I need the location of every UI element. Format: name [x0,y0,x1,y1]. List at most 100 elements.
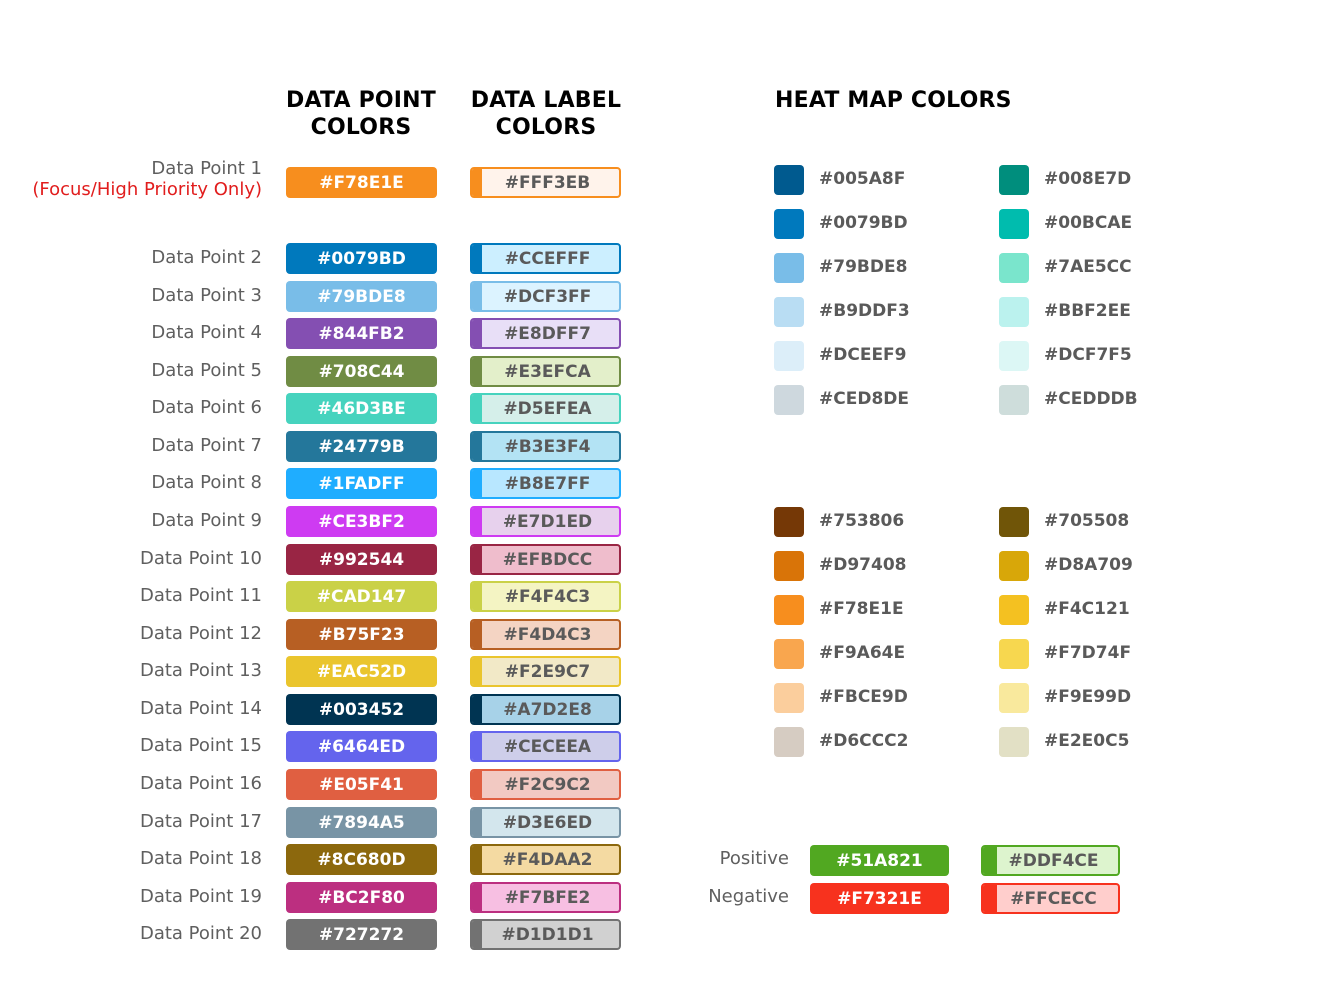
heat-map-color-item: #008E7D [999,165,1199,195]
data-point-label: Data Point 20 [140,923,262,944]
heat-map-swatch [999,297,1029,327]
data-point-name: Data Point 10 [139,548,262,569]
data-label-color-swatch: #B3E3F4 [470,431,621,462]
heat-map-hex: #F78E1E [819,599,904,619]
data-label-color-swatch: #A7D2E8 [470,694,621,725]
data-point-label: Data Point 11 [140,585,262,606]
data-point-hex: #B75F23 [318,624,405,645]
data-point-row: Data Point 17 #7894A5 #D3E6ED [0,807,640,839]
data-point-hex: #727272 [318,924,405,945]
data-point-color-swatch: #CE3BF2 [286,506,437,537]
data-label-color-swatch: #F4F4C3 [470,581,621,612]
data-point-name: Data Point 17 [139,811,262,832]
data-label-hex: #DCF3FF [503,286,592,307]
data-label-color-swatch: #E3EFCA [470,356,621,387]
data-point-name: Data Point 2 [151,247,262,268]
heat-map-hex: #CED8DE [819,389,909,409]
sentiment-label: Positive [719,848,789,869]
data-point-color-swatch: #8C680D [286,844,437,875]
heat-map-color-item: #F7D74F [999,639,1199,669]
data-point-color-swatch: #46D3BE [286,393,437,424]
heat-map-swatch [999,507,1029,537]
data-label-color-swatch: #F4D4C3 [470,619,621,650]
heat-map-colors-heading: HEAT MAP COLORS [775,88,1012,113]
data-point-color-swatch: #0079BD [286,243,437,274]
data-point-hex: #0079BD [317,248,406,269]
sentiment-accent-bar [983,847,997,874]
heat-map-color-item: #00BCAE [999,209,1199,239]
data-label-color-swatch: #B8E7FF [470,468,621,499]
data-point-hex: #CE3BF2 [318,511,405,532]
data-label-hex: #E7D1ED [502,511,593,532]
data-point-name: Data Point 20 [139,923,262,944]
data-label-color-swatch: #D1D1D1 [470,919,621,950]
data-point-name: Data Point 4 [151,322,262,343]
data-point-color-swatch: #B75F23 [286,619,437,650]
data-label-color-swatch: #E8DFF7 [470,318,621,349]
data-point-row: Data Point 16 #E05F41 #F2C9C2 [0,769,640,801]
sentiment-solid-hex: #51A821 [836,850,923,871]
data-label-hex: #A7D2E8 [503,699,592,720]
heat-map-swatch [999,683,1029,713]
data-label-color-swatch: #CCEFFF [470,243,621,274]
data-label-colors-heading: DATA LABEL COLORS [466,87,626,141]
data-point-hex: #8C680D [317,849,406,870]
heat-map-color-item: #D6CCC2 [774,727,974,757]
data-label-accent-bar [472,696,482,723]
data-point-name: Data Point 12 [139,623,262,644]
heat-map-hex: #F9A64E [819,643,906,663]
data-point-colors-heading: DATA POINT COLORS [280,87,442,141]
data-label-hex: #D1D1D1 [501,924,594,945]
data-point-label: Data Point 2 [151,247,262,268]
data-label-hex: #B8E7FF [504,473,591,494]
heat-map-swatch [999,253,1029,283]
heat-map-swatch [774,341,804,371]
heat-map-hex: #753806 [819,511,905,531]
data-point-row: Data Point 5 #708C44 #E3EFCA [0,356,640,388]
data-label-hex: #E3EFCA [504,361,591,382]
data-label-hex: #CCEFFF [504,248,591,269]
data-point-color-swatch: #EAC52D [286,656,437,687]
heading-line: DATA POINT [286,88,436,113]
heat-map-swatch [774,253,804,283]
data-point-row: Data Point 1 (Focus/High Priority Only) #F… [0,158,640,200]
data-label-accent-bar [472,508,482,535]
data-label-hex: #F2E9C7 [504,661,591,682]
heat-map-swatch [999,551,1029,581]
data-point-color-swatch: #1FADFF [286,468,437,499]
data-point-label: Data Point 5 [151,360,262,381]
heat-map-swatch [999,639,1029,669]
data-point-color-swatch: #79BDE8 [286,281,437,312]
data-point-name: Data Point 7 [151,435,262,456]
heat-map-hex: #F4C121 [1044,599,1130,619]
heat-map-hex: #BBF2EE [1044,301,1131,321]
heat-map-color-item: #005A8F [774,165,974,195]
data-point-row: Data Point 19 #BC2F80 #F7BFE2 [0,882,640,914]
data-point-color-swatch: #F78E1E [286,167,437,198]
heat-map-hex: #F7D74F [1044,643,1132,663]
heat-map-hex: #79BDE8 [819,257,908,277]
data-label-accent-bar [472,733,482,760]
data-label-color-swatch: #F2C9C2 [470,769,621,800]
sentiment-light-hex: #FFCECC [1010,888,1097,909]
data-point-hex: #79BDE8 [317,286,406,307]
data-label-color-swatch: #CECEEA [470,731,621,762]
data-point-hex: #6464ED [317,736,406,757]
heat-map-swatch [774,385,804,415]
data-label-color-swatch: #D5EFEA [470,393,621,424]
data-point-name: Data Point 18 [139,848,262,869]
data-label-hex: #F4D4C3 [503,624,592,645]
data-point-label: Data Point 12 [140,623,262,644]
heading-line: COLORS [495,115,597,140]
data-point-row: Data Point 10 #992544 #EFBDCC [0,544,640,576]
heat-map-hex: #FBCE9D [819,687,908,707]
data-label-hex: #CECEEA [503,736,592,757]
sentiment-solid-swatch: #F7321E [810,883,949,914]
heat-map-color-item: #F78E1E [774,595,974,625]
data-point-color-swatch: #E05F41 [286,769,437,800]
data-point-hex: #F78E1E [319,172,404,193]
data-point-hex: #844FB2 [318,323,405,344]
data-label-accent-bar [472,771,482,798]
heat-map-hex: #00BCAE [1044,213,1133,233]
data-label-accent-bar [472,245,482,272]
